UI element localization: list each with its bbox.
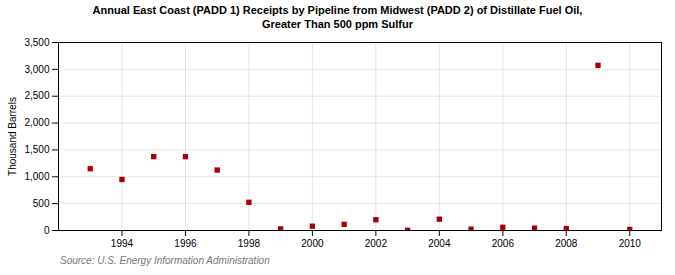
svg-text:500: 500 bbox=[33, 198, 50, 209]
svg-text:1994: 1994 bbox=[111, 238, 134, 249]
svg-text:1998: 1998 bbox=[238, 238, 261, 249]
html-text:Annual East Coast (PADD 1) Rec: Annual East Coast (PADD 1) Receipts by P… bbox=[92, 4, 583, 30]
svg-text:2000: 2000 bbox=[301, 238, 324, 249]
svg-text:3,000: 3,000 bbox=[24, 64, 49, 75]
svg-text:2004: 2004 bbox=[428, 238, 451, 249]
svg-text:3,500: 3,500 bbox=[24, 37, 49, 48]
html-text:Source: U.S. Energy Informatio: Source: U.S. Energy Information Administ… bbox=[60, 255, 270, 266]
svg-text:1,500: 1,500 bbox=[24, 144, 49, 155]
svg-text:2006: 2006 bbox=[492, 238, 515, 249]
svg-text:2010: 2010 bbox=[619, 238, 642, 249]
svg-text:1,000: 1,000 bbox=[24, 171, 49, 182]
svg-text:0: 0 bbox=[44, 225, 50, 236]
svg-text:Thousand Barrels: Thousand Barrels bbox=[7, 97, 18, 176]
svg-text:2008: 2008 bbox=[555, 238, 578, 249]
svg-text:2,500: 2,500 bbox=[24, 90, 49, 101]
svg-text:1996: 1996 bbox=[174, 238, 197, 249]
svg-text:2,000: 2,000 bbox=[24, 117, 49, 128]
svg-text:2002: 2002 bbox=[365, 238, 388, 249]
